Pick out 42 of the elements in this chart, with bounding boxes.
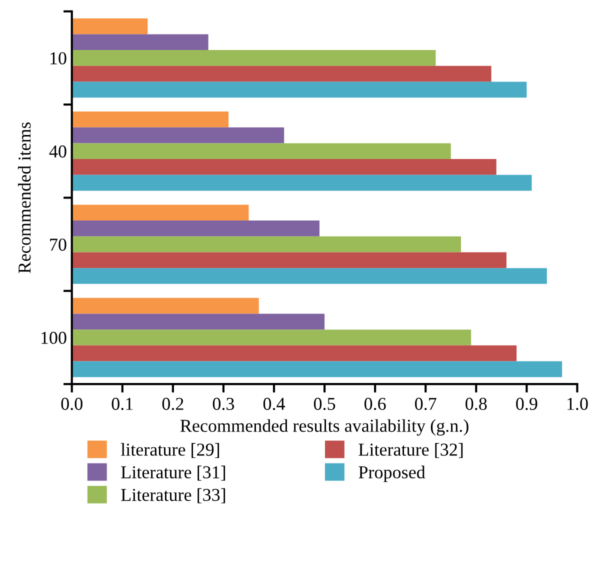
x-tick-label: 0.7 (415, 398, 436, 410)
bar (72, 174, 532, 191)
bar (72, 361, 562, 378)
x-axis-title: Recommended results availability (g.n.) (180, 419, 468, 436)
y-tick-label: 70 (50, 238, 66, 251)
bar (72, 220, 320, 236)
bar (72, 82, 527, 98)
x-tick-label: 0.3 (212, 398, 234, 410)
bar (72, 345, 517, 362)
x-tick-label: 0.0 (61, 398, 82, 410)
bar (72, 143, 451, 160)
bar (72, 18, 148, 34)
y-tick-label: 100 (42, 332, 66, 344)
y-tick-label: 40 (49, 145, 66, 158)
bar (72, 314, 325, 330)
x-tick-label: 1.0 (568, 398, 588, 410)
x-tick-label: 0.4 (263, 398, 286, 410)
bar (72, 159, 496, 175)
y-axis-title: Recommended items (18, 122, 31, 274)
x-tick-label: 0.1 (112, 398, 133, 410)
x-tick-label: 0.9 (516, 398, 538, 410)
x-tick-label: 0.6 (364, 398, 386, 410)
x-tick-label: 0.2 (162, 398, 184, 410)
bar (72, 204, 249, 221)
bar (72, 50, 436, 66)
x-tick-label: 0.8 (466, 398, 487, 410)
bar (72, 34, 208, 50)
legend-label: Literature [33] (121, 488, 226, 504)
legend-label: literature [29] (120, 443, 220, 458)
legend-label: Literature [32] (358, 443, 463, 458)
y-tick-label: 10 (50, 52, 66, 64)
bar (72, 112, 229, 128)
bar (72, 252, 506, 268)
bar (72, 298, 259, 314)
bar (72, 236, 461, 252)
bar (72, 66, 492, 82)
bar (72, 330, 472, 346)
legend-label: Literature [31] (121, 466, 226, 481)
bar (72, 127, 284, 144)
bar (72, 268, 547, 284)
legend-label: Proposed (358, 466, 426, 482)
x-tick-label: 0.5 (314, 398, 336, 410)
